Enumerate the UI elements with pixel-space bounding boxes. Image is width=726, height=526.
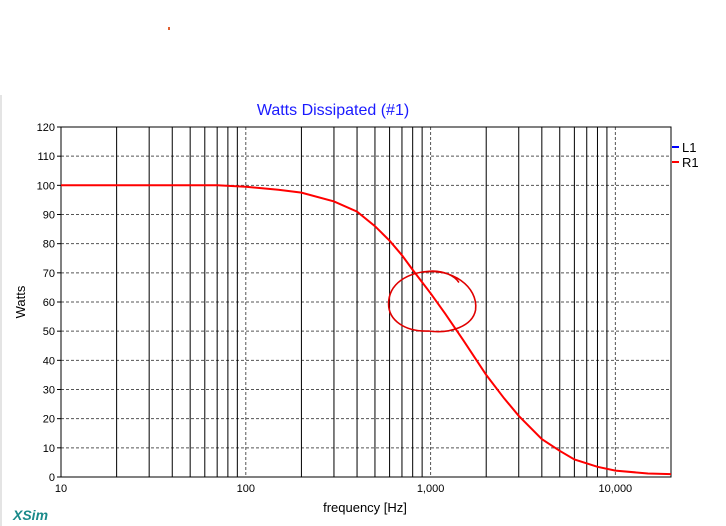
y-tick-label: 20 (43, 414, 55, 426)
stray-mark (168, 27, 170, 30)
y-tick-label: 80 (43, 239, 55, 251)
y-tick-label: 60 (43, 297, 55, 309)
y-tick-label: 0 (49, 472, 55, 484)
y-tick-labels: 0 10 20 30 40 50 60 70 80 90 100 110 120 (37, 122, 55, 484)
brand-logo: XSim (12, 507, 48, 523)
chart-title: Watts Dissipated (#1) (257, 102, 409, 119)
x-tick-label: 10,000 (599, 483, 633, 495)
y-tick-label: 120 (37, 122, 55, 134)
x-tick-label: 10 (55, 483, 67, 495)
y-tick-label: 40 (43, 355, 55, 367)
y-axis-label: Watts (13, 285, 28, 318)
y-tick-label: 50 (43, 326, 55, 338)
series-layer (61, 184, 672, 476)
y-tick-label: 100 (37, 180, 55, 192)
plot-frame (60, 126, 672, 478)
hand-drawn-circle (387, 270, 477, 333)
x-tick-label: 100 (237, 483, 255, 495)
legend-label-r1: R1 (682, 155, 699, 170)
annotation-layer (387, 270, 477, 333)
y-tick-label: 90 (43, 210, 55, 222)
y-tick-label: 30 (43, 385, 55, 397)
x-axis-label: frequency [Hz] (323, 500, 407, 515)
y-tick-label: 70 (43, 268, 55, 280)
y-tick-label: 10 (43, 443, 55, 455)
y-tick-label: 110 (37, 151, 55, 163)
legend-label-l1: L1 (682, 140, 696, 155)
series-line-r1 (61, 184, 672, 476)
x-tick-labels: 10 100 1,000 10,000 (55, 483, 632, 495)
x-tick-label: 1,000 (417, 483, 445, 495)
